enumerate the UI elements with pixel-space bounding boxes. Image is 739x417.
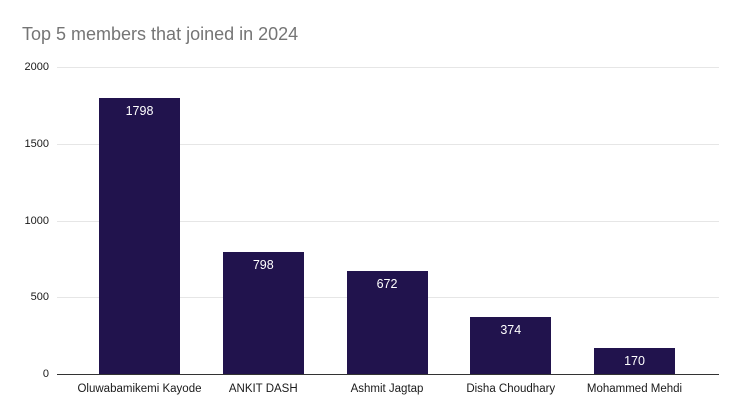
x-axis-category-label: Oluwabamikemi Kayode bbox=[77, 383, 202, 395]
bar-2 bbox=[346, 271, 428, 374]
chart-title: Top 5 members that joined in 2024 bbox=[22, 24, 299, 44]
bar-value-label: 1798 bbox=[125, 104, 154, 118]
bar-value-label: 170 bbox=[624, 354, 645, 368]
y-axis-tick-label: 2000 bbox=[24, 61, 49, 73]
x-axis-category-label: Mohammed Mehdi bbox=[586, 383, 683, 395]
y-axis-tick-label: 500 bbox=[30, 291, 49, 303]
bar-3 bbox=[470, 317, 552, 374]
x-axis-category-label: Disha Choudhary bbox=[466, 383, 556, 395]
bar-value-label: 672 bbox=[376, 277, 398, 291]
x-axis-baseline bbox=[57, 374, 719, 375]
y-axis-tick-label: 1500 bbox=[24, 138, 49, 150]
bar-value-label: 798 bbox=[252, 258, 274, 272]
gridline bbox=[57, 67, 719, 68]
bar-4 bbox=[594, 348, 675, 374]
x-axis-category-label: ANKIT DASH bbox=[228, 383, 298, 395]
x-axis-category-label: Ashmit Jagtap bbox=[350, 383, 424, 395]
gridline bbox=[57, 144, 719, 145]
y-axis-tick-label: 0 bbox=[42, 368, 49, 380]
bar-1 bbox=[222, 252, 304, 374]
y-axis-tick-label: 1000 bbox=[24, 215, 49, 227]
bar-value-label: 374 bbox=[500, 323, 522, 337]
gridline bbox=[57, 221, 719, 222]
bar-0 bbox=[99, 98, 180, 374]
